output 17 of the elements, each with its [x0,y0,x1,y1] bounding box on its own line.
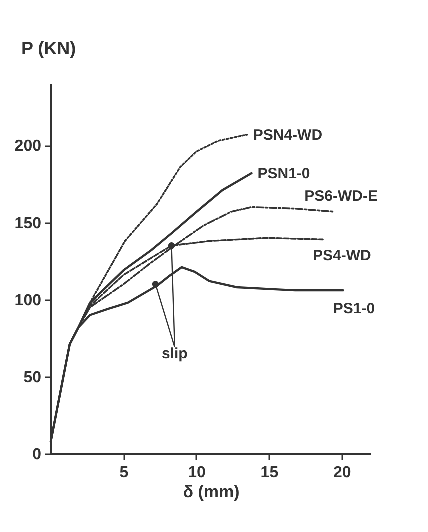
series-label: PS4-WD [313,248,372,265]
y-tick-label: 200 [14,138,42,156]
x-tick-label: 10 [188,464,206,482]
y-tick-label: 100 [14,292,42,310]
series-label: PSN4-WD [253,126,323,144]
y-tick-label: 150 [14,215,42,232]
series-label: PS6-WD-E [304,188,378,205]
y-tick-label: 50 [24,369,42,386]
x-tick-label: 5 [120,464,129,482]
y-tick-label: 0 [32,446,42,464]
x-tick-label: 15 [260,464,279,482]
annotation: slip [162,345,188,362]
x-tick-label: 20 [334,464,352,482]
series-label: PSN1-0 [258,165,310,182]
x-axis-title: δ (mm) [183,482,240,502]
series-label: PS1-0 [333,300,376,318]
y-axis-title: P (KN) [22,38,76,58]
